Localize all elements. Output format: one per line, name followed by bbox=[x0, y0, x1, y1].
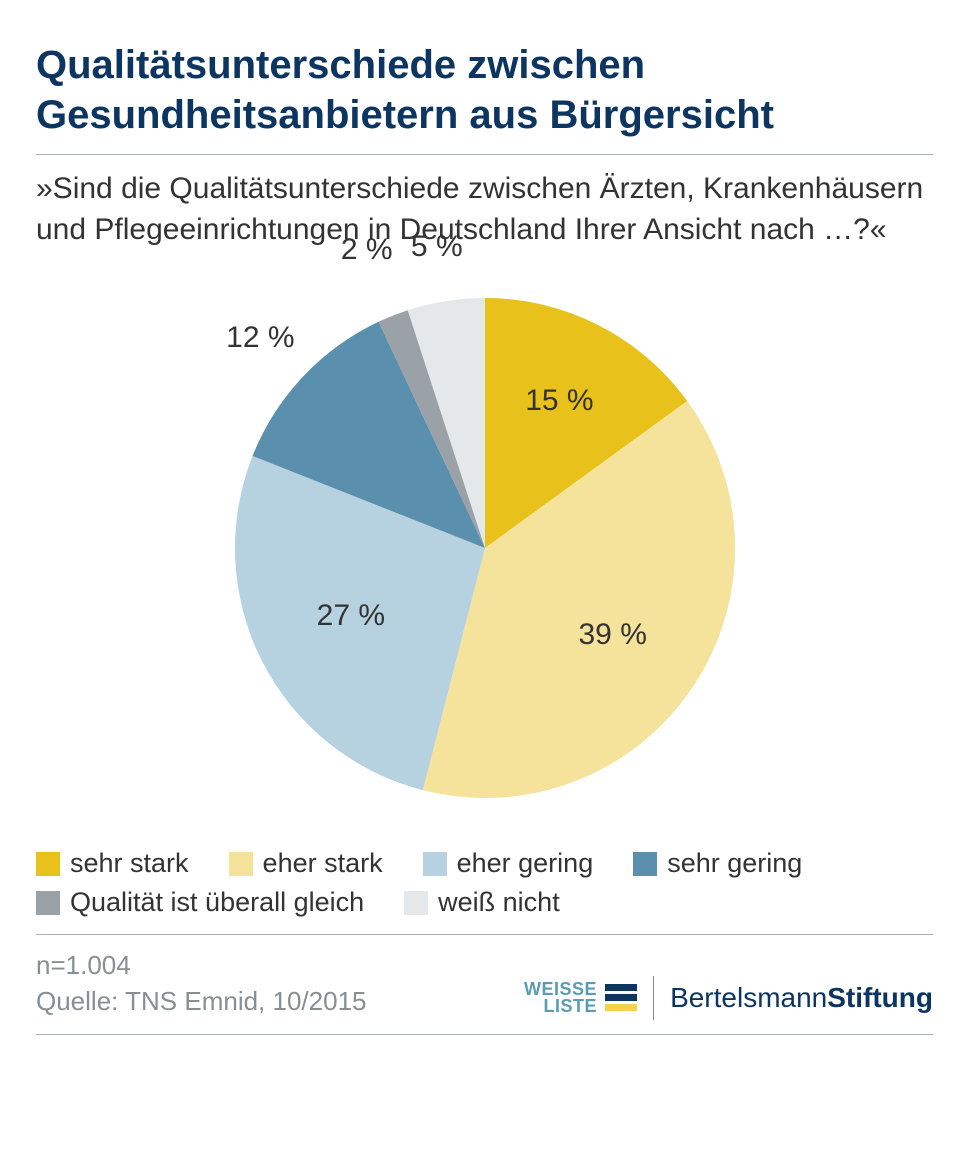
legend-item: eher stark bbox=[229, 848, 383, 879]
survey-question: »Sind die Qualitätsunterschiede zwischen… bbox=[36, 169, 933, 250]
legend-label: weiß nicht bbox=[438, 887, 560, 918]
wl-bar-icon bbox=[605, 984, 637, 991]
sample-size: n=1.004 bbox=[36, 947, 366, 983]
legend-item: sehr gering bbox=[633, 848, 802, 879]
wl-bar-icon bbox=[605, 1004, 637, 1011]
legend-label: eher gering bbox=[457, 848, 594, 879]
rule-top bbox=[36, 154, 933, 155]
legend-item: sehr stark bbox=[36, 848, 189, 879]
meta-block: n=1.004 Quelle: TNS Emnid, 10/2015 bbox=[36, 947, 366, 1020]
legend-item: Qualität ist überall gleich bbox=[36, 887, 364, 918]
rule-bottom bbox=[36, 1034, 933, 1035]
pie-label: 15 % bbox=[525, 384, 593, 418]
legend: sehr stark eher stark eher gering sehr geri… bbox=[36, 848, 933, 918]
footer: n=1.004 Quelle: TNS Emnid, 10/2015 WEISS… bbox=[36, 935, 933, 1034]
weisse-liste-logo: WEISSE LISTE bbox=[524, 981, 637, 1015]
legend-swatch-icon bbox=[423, 852, 447, 876]
legend-swatch-icon bbox=[404, 891, 428, 915]
pie-chart: 15 %39 %27 %12 %2 %5 % bbox=[215, 278, 755, 818]
weisse-liste-text: WEISSE LISTE bbox=[524, 981, 597, 1015]
legend-swatch-icon bbox=[229, 852, 253, 876]
wl-line2: LISTE bbox=[524, 998, 597, 1015]
legend-label: Qualität ist überall gleich bbox=[70, 887, 364, 918]
source-line: Quelle: TNS Emnid, 10/2015 bbox=[36, 983, 366, 1019]
legend-swatch-icon bbox=[36, 891, 60, 915]
legend-swatch-icon bbox=[36, 852, 60, 876]
pie-label: 5 % bbox=[411, 230, 463, 264]
bertelsmann-logo: BertelsmannStiftung bbox=[670, 982, 933, 1014]
pie-label: 2 % bbox=[341, 233, 393, 267]
pie-label: 39 % bbox=[578, 618, 646, 652]
bertelsmann-bold: Stiftung bbox=[827, 982, 933, 1013]
bertelsmann-light: Bertelsmann bbox=[670, 982, 827, 1013]
legend-swatch-icon bbox=[633, 852, 657, 876]
legend-label: sehr gering bbox=[667, 848, 802, 879]
logo-separator bbox=[653, 976, 654, 1020]
pie-label: 12 % bbox=[226, 321, 294, 355]
weisse-liste-bars-icon bbox=[605, 984, 637, 1011]
pie-label: 27 % bbox=[317, 599, 385, 633]
wl-bar-icon bbox=[605, 994, 637, 1001]
legend-item: weiß nicht bbox=[404, 887, 560, 918]
page-title: Qualitätsunterschiede zwischen Gesundhei… bbox=[36, 40, 933, 140]
legend-label: sehr stark bbox=[70, 848, 189, 879]
chart-container: 15 %39 %27 %12 %2 %5 % bbox=[36, 278, 933, 818]
logos: WEISSE LISTE BertelsmannStiftung bbox=[524, 976, 933, 1020]
legend-item: eher gering bbox=[423, 848, 594, 879]
legend-label: eher stark bbox=[263, 848, 383, 879]
